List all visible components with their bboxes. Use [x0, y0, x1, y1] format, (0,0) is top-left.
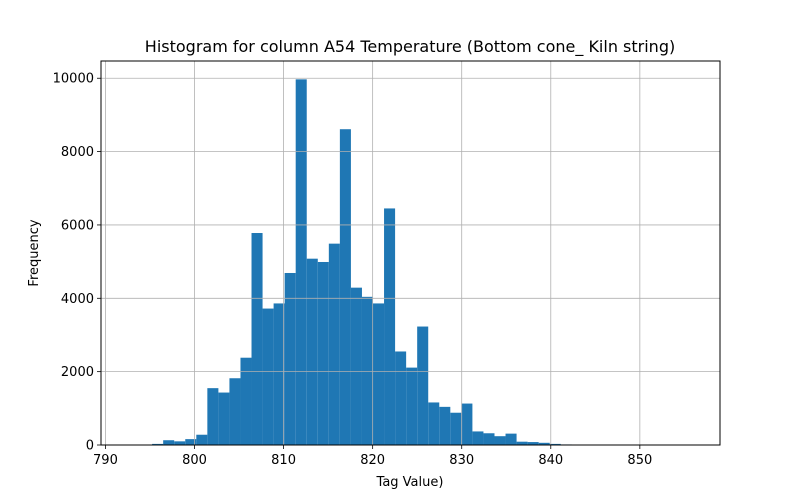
histogram-bar — [229, 378, 240, 445]
histogram-bar — [296, 79, 307, 445]
x-tick-label: 850 — [627, 453, 652, 468]
histogram-bar — [263, 309, 274, 445]
histogram-bar — [461, 404, 472, 445]
histogram-bar — [428, 402, 439, 445]
x-axis-label: Tag Value) — [376, 475, 444, 490]
histogram-bar — [395, 351, 406, 445]
chart-title: Histogram for column A54 Temperature (Bo… — [145, 37, 675, 57]
histogram-bar — [274, 303, 285, 445]
histogram-bar — [240, 358, 251, 445]
histogram-bar — [340, 129, 351, 445]
histogram-bar — [174, 441, 185, 445]
histogram-bar — [307, 259, 318, 445]
y-tick-label: 2000 — [61, 365, 94, 380]
y-axis-label: Frequency — [27, 219, 42, 286]
y-tick-label: 4000 — [61, 292, 94, 307]
histogram-bar — [329, 244, 340, 445]
histogram-bar — [417, 327, 428, 445]
histogram-bar — [207, 388, 218, 445]
histogram-bar — [252, 233, 263, 445]
histogram-bar — [506, 434, 517, 445]
histogram-bar — [196, 435, 207, 445]
y-tick-label: 8000 — [61, 145, 94, 160]
histogram-bar — [351, 288, 362, 445]
histogram-bar — [373, 303, 384, 445]
histogram-bar — [483, 433, 494, 445]
x-tick-label: 840 — [538, 453, 563, 468]
x-tick-label: 790 — [93, 453, 118, 468]
histogram-bar — [450, 413, 461, 445]
histogram-bar — [384, 208, 395, 445]
y-tick-label: 6000 — [61, 218, 94, 233]
histogram-bar — [494, 436, 505, 445]
histogram-bar — [163, 440, 174, 445]
histogram-bar — [406, 368, 417, 445]
x-tick-label: 820 — [360, 453, 385, 468]
histogram-bar — [439, 407, 450, 445]
x-tick-label: 800 — [182, 453, 207, 468]
histogram-bar — [285, 273, 296, 445]
histogram-bar — [218, 393, 229, 445]
x-tick-label: 810 — [271, 453, 296, 468]
histogram-bar — [472, 431, 483, 445]
histogram-bar — [362, 297, 373, 445]
x-tick-label: 830 — [449, 453, 474, 468]
histogram-bar — [318, 262, 329, 445]
y-tick-label: 10000 — [53, 72, 94, 87]
y-tick-label: 0 — [86, 439, 94, 454]
